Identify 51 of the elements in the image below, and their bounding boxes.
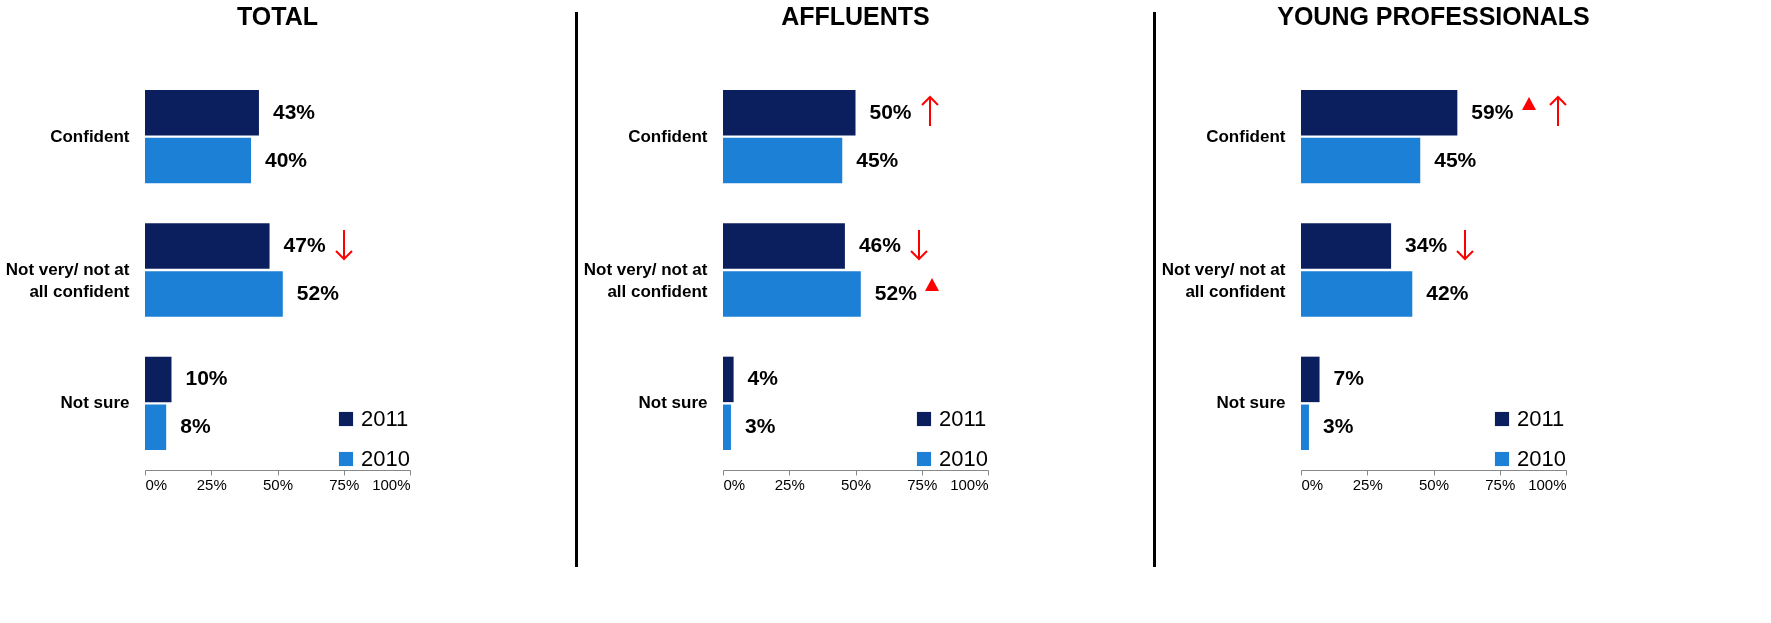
x-tick-label: 50%: [1418, 475, 1450, 493]
x-tick-label: 0%: [1301, 475, 1324, 493]
data-label: 52%: [874, 280, 918, 304]
y-tick-label: Confident: [1206, 126, 1286, 146]
x-tick-label: 100%: [950, 475, 989, 493]
y-tick-label: Confident: [628, 126, 708, 146]
data-label: 8%: [180, 414, 211, 438]
legend-label: 2011: [361, 406, 409, 431]
y-tick-label: Not sure: [60, 393, 130, 413]
data-label: 10%: [185, 366, 228, 390]
data-label: 34%: [1405, 233, 1448, 257]
y-tick-label: Not very/ not at all confident: [583, 260, 708, 301]
data-label: 7%: [1333, 366, 1365, 390]
legend-label: 2011: [939, 406, 987, 431]
legend-label: 2011: [1517, 406, 1565, 431]
x-tick-label: 75%: [329, 475, 360, 493]
data-label: 59%: [1471, 99, 1514, 123]
legend-label: 2010: [1517, 446, 1566, 471]
y-tick-label: Not sure: [638, 393, 708, 413]
x-tick-label: 100%: [1528, 475, 1567, 493]
data-label: 45%: [856, 147, 899, 171]
data-label: 45%: [1434, 147, 1477, 171]
x-tick-label: 25%: [774, 475, 805, 493]
y-tick-label: Not sure: [1216, 393, 1286, 413]
x-tick-label: 25%: [1352, 475, 1383, 493]
legend-label: 2010: [939, 446, 988, 471]
data-label: 40%: [265, 147, 308, 171]
data-label: 43%: [272, 99, 316, 123]
data-label: 3%: [1322, 414, 1354, 438]
y-tick-label: Not very/ not at all confident: [5, 260, 130, 301]
x-tick-label: 50%: [262, 475, 294, 493]
x-tick-label: 50%: [840, 475, 872, 493]
data-label: 47%: [283, 233, 326, 257]
data-label: 46%: [858, 233, 902, 257]
data-label: 52%: [296, 280, 340, 304]
data-label: 42%: [1426, 280, 1469, 304]
chart-title: YOUNG PROFESSIONALS: [1277, 2, 1590, 30]
data-label: 3%: [744, 414, 776, 438]
data-label: 4%: [747, 366, 779, 390]
y-tick-label: Not very/ not at all confident: [1161, 260, 1286, 301]
chart-title: AFFLUENTS: [781, 2, 930, 30]
chart-title: TOTAL: [236, 2, 319, 30]
legend-label: 2010: [361, 446, 410, 471]
x-tick-label: 25%: [196, 475, 227, 493]
x-tick-label: 0%: [723, 475, 746, 493]
x-tick-label: 100%: [372, 475, 411, 493]
x-tick-label: 0%: [145, 475, 168, 493]
data-label: 50%: [869, 99, 912, 123]
x-tick-label: 75%: [1485, 475, 1516, 493]
x-tick-label: 75%: [907, 475, 938, 493]
y-tick-label: Confident: [50, 126, 130, 146]
